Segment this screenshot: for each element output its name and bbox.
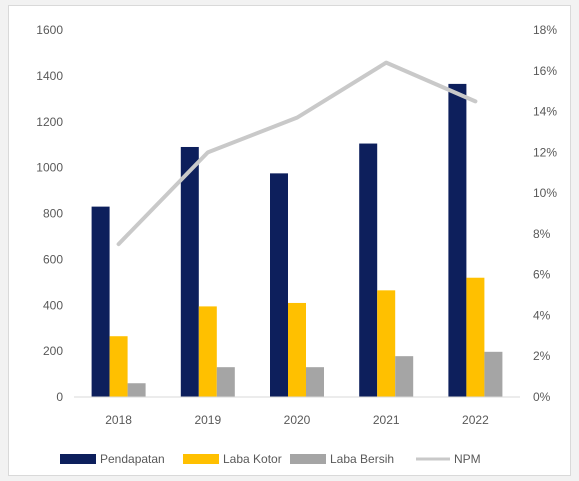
npm-line-series — [116, 60, 478, 247]
right-axis-tick-label: 16% — [533, 64, 557, 78]
bar-pendapatan — [91, 206, 110, 397]
legend-swatch-laba-kotor — [183, 454, 219, 464]
bar-pendapatan — [359, 143, 378, 397]
bar-laba-kotor — [288, 302, 306, 397]
legend: Pendapatan Laba Kotor Laba Bersih NPM — [60, 452, 481, 466]
legend-label-pendapatan: Pendapatan — [100, 452, 165, 466]
right-axis-tick-label: 4% — [533, 308, 551, 322]
left-axis-tick-label: 1400 — [36, 69, 63, 83]
left-axis-tick-label: 0 — [56, 390, 63, 404]
bar-laba-kotor — [466, 277, 485, 397]
bar-laba-bersih — [306, 367, 324, 397]
left-axis-tick-label: 1600 — [36, 23, 63, 37]
bar-laba-kotor — [109, 336, 128, 397]
right-axis-tick-label: 18% — [533, 23, 557, 37]
right-axis-tick-label: 12% — [533, 145, 557, 159]
legend-label-npm: NPM — [454, 452, 481, 466]
x-axis-tick-label: 2022 — [462, 413, 489, 427]
x-axis-tick-label: 2021 — [373, 413, 400, 427]
right-axis-tick-label: 10% — [533, 186, 557, 200]
bar-series — [91, 83, 503, 397]
bar-pendapatan — [448, 83, 467, 397]
bar-laba-kotor — [198, 306, 217, 397]
legend-label-laba-kotor: Laba Kotor — [223, 452, 282, 466]
left-y-axis: 0 200 400 600 800 1000 1200 1400 1600 — [36, 23, 63, 404]
right-y-axis: 0% 2% 4% 6% 8% 10% 12% 14% 16% 18% — [533, 23, 557, 404]
line-npm — [116, 60, 478, 247]
bar-laba-kotor — [377, 290, 396, 397]
bar-laba-bersih — [484, 351, 503, 397]
legend-label-laba-bersih: Laba Bersih — [330, 452, 394, 466]
left-axis-tick-label: 1200 — [36, 115, 63, 129]
left-axis-tick-label: 800 — [43, 207, 63, 221]
right-axis-tick-label: 2% — [533, 349, 551, 363]
bar-laba-bersih — [127, 383, 146, 397]
left-axis-tick-label: 200 — [43, 344, 63, 358]
legend-swatch-pendapatan — [60, 454, 96, 464]
x-axis-tick-label: 2018 — [105, 413, 132, 427]
left-axis-tick-label: 1000 — [36, 161, 63, 175]
right-axis-tick-label: 8% — [533, 227, 551, 241]
bar-laba-bersih — [395, 356, 414, 397]
left-axis-tick-label: 400 — [43, 298, 63, 312]
x-axis: 2018 2019 2020 2021 2022 — [105, 413, 489, 427]
right-axis-tick-label: 0% — [533, 390, 551, 404]
right-axis-tick-label: 14% — [533, 105, 557, 119]
x-axis-tick-label: 2019 — [194, 413, 221, 427]
right-axis-tick-label: 6% — [533, 268, 551, 282]
x-axis-tick-label: 2020 — [284, 413, 311, 427]
left-axis-tick-label: 600 — [43, 252, 63, 266]
legend-swatch-laba-bersih — [290, 454, 326, 464]
bar-pendapatan — [180, 146, 199, 397]
bar-laba-bersih — [216, 367, 235, 397]
bar-pendapatan — [270, 173, 288, 397]
